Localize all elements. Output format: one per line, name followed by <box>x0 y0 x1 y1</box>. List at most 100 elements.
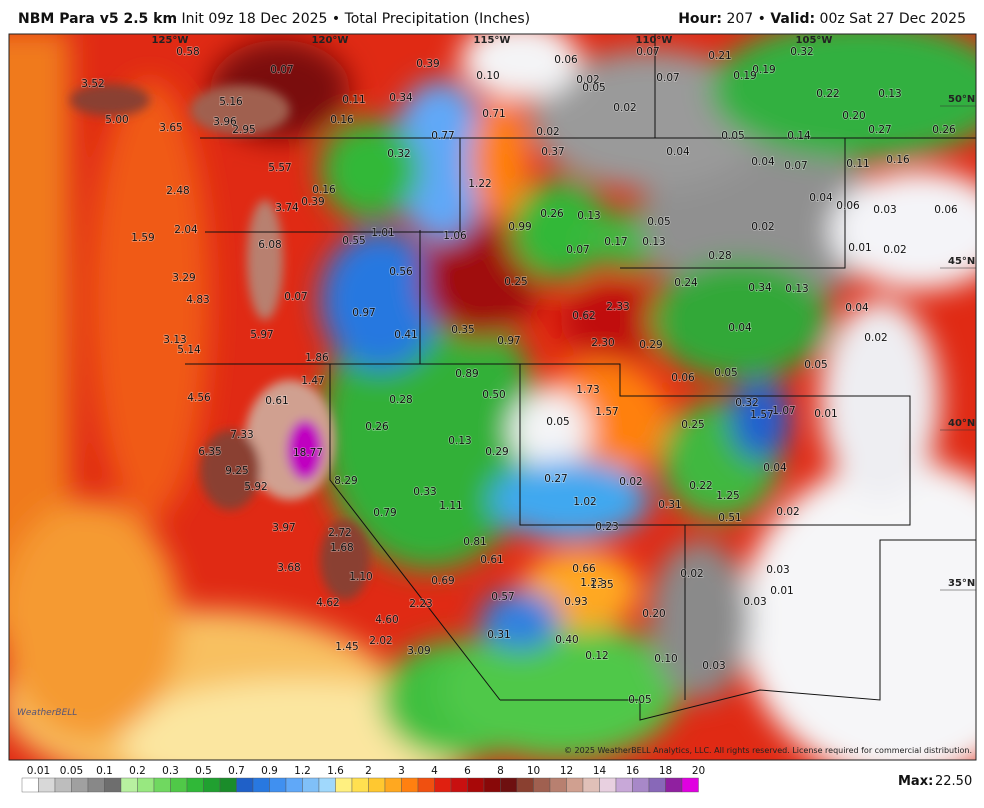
point-label: 3.74 <box>275 202 299 214</box>
point-label: 1.02 <box>573 496 596 508</box>
point-label: 0.05 <box>714 367 737 379</box>
point-label: 0.07 <box>284 291 307 303</box>
point-label: 1.59 <box>131 232 154 244</box>
point-label: 0.04 <box>666 146 690 158</box>
colorbar-label: 14 <box>593 765 607 777</box>
point-label: 0.50 <box>482 389 505 401</box>
colorbar-cell <box>467 777 485 793</box>
point-label: 0.03 <box>873 204 896 216</box>
point-label: 0.26 <box>540 208 564 220</box>
colorbar-cell <box>186 777 204 793</box>
colorbar-cell <box>632 777 650 793</box>
point-label: 4.83 <box>186 294 209 306</box>
point-label: 0.93 <box>564 596 587 608</box>
valid: 00z Sat 27 Dec 2025 <box>819 11 966 27</box>
point-label: 1.06 <box>443 230 467 242</box>
point-label: 1.68 <box>330 542 353 554</box>
colorbar-cell <box>434 777 452 793</box>
point-label: 1.57 <box>750 409 773 421</box>
colorbar-cell <box>533 777 551 793</box>
colorbar-cell <box>285 777 303 793</box>
point-label: 3.65 <box>159 122 182 134</box>
point-label: 0.35 <box>451 324 474 336</box>
colorbar-cell <box>401 777 419 793</box>
latitude-label: 35°N <box>948 578 975 589</box>
logo: WeatherBELL <box>17 708 77 718</box>
map-field <box>9 34 976 760</box>
point-label: 0.16 <box>312 184 336 196</box>
colorbar-cell <box>71 777 89 793</box>
labels: 125°W 120°W 115°W 110°W 105°W 50°N 45°N 40°N 35°… <box>81 35 976 707</box>
point-label: 0.26 <box>365 421 389 433</box>
point-label: 0.04 <box>763 462 787 474</box>
colorbar-cell <box>450 777 468 793</box>
point-label: 0.03 <box>766 564 789 576</box>
point-label: 0.39 <box>416 58 439 70</box>
colorbar-cell <box>236 777 254 793</box>
colorbar-cell <box>302 777 320 793</box>
point-label: 0.56 <box>389 266 413 278</box>
colorbar-label: 1.6 <box>327 765 344 777</box>
point-label: 0.29 <box>639 339 662 351</box>
point-label: 0.03 <box>702 660 725 672</box>
point-label: 6.08 <box>258 239 281 251</box>
point-label: 2.02 <box>369 635 392 647</box>
valid-label: Valid: <box>770 11 816 27</box>
point-label: 0.58 <box>176 46 199 58</box>
longitude-label: 105°W <box>796 35 833 46</box>
point-label: 4.60 <box>375 614 398 626</box>
point-label: 0.20 <box>642 608 665 620</box>
point-label: 5.16 <box>219 96 243 108</box>
colorbar-cell <box>153 777 171 793</box>
point-label: 0.19 <box>733 70 756 82</box>
point-label: 0.79 <box>373 507 396 519</box>
point-label: 0.27 <box>868 124 891 136</box>
point-label: 1.73 <box>576 384 599 396</box>
point-label: 0.04 <box>751 156 775 168</box>
point-label: 0.89 <box>455 368 478 380</box>
point-label: 3.96 <box>213 116 237 128</box>
point-label: 0.22 <box>689 480 712 492</box>
point-label: 0.33 <box>413 486 436 498</box>
colorbar-label: 3 <box>398 765 405 777</box>
colorbar: 0.01 0.05 0.1 0.2 0.3 0.5 0.7 0.9 1.2 1.6 2 3 4 6 8 10 1… <box>21 765 705 793</box>
point-label: 3.68 <box>277 562 300 574</box>
point-label: 0.66 <box>572 563 596 575</box>
colorbar-cell <box>500 777 518 793</box>
point-label: 0.05 <box>721 130 744 142</box>
point-label: 5.97 <box>250 329 273 341</box>
point-label: 0.02 <box>751 221 774 233</box>
point-label: 0.32 <box>735 397 758 409</box>
colorbar-cell <box>615 777 633 793</box>
point-label: 0.24 <box>674 277 698 289</box>
point-label: 1.01 <box>371 227 394 239</box>
colorbar-cell <box>549 777 567 793</box>
latitude-label: 45°N <box>948 256 975 267</box>
longitude-label: 115°W <box>474 35 511 46</box>
precip-field <box>9 34 976 760</box>
longitude-label: 125°W <box>152 35 189 46</box>
point-label: 1.47 <box>301 375 324 387</box>
point-label: 1.23 <box>580 577 603 589</box>
point-label: 1.86 <box>305 352 329 364</box>
point-label: 3.09 <box>407 645 430 657</box>
hour: 207 <box>726 11 754 27</box>
point-label: 0.61 <box>480 554 503 566</box>
point-label: 2.95 <box>232 124 255 136</box>
separator: • <box>331 11 341 27</box>
colorbar-cell <box>351 777 369 793</box>
colorbar-cell <box>516 777 534 793</box>
point-label: 0.12 <box>585 650 608 662</box>
point-label: 0.62 <box>572 310 595 322</box>
point-label: 0.01 <box>814 408 837 420</box>
colorbar-cell <box>665 777 683 793</box>
colorbar-cell <box>335 777 353 793</box>
point-label: 0.26 <box>932 124 956 136</box>
colorbar-cell <box>137 777 155 793</box>
colorbar-label: 0.01 <box>27 765 50 777</box>
colorbar-cell <box>87 777 105 793</box>
colorbar-label: 4 <box>431 765 438 777</box>
point-label: 0.40 <box>555 634 578 646</box>
map-frame <box>8 33 977 761</box>
